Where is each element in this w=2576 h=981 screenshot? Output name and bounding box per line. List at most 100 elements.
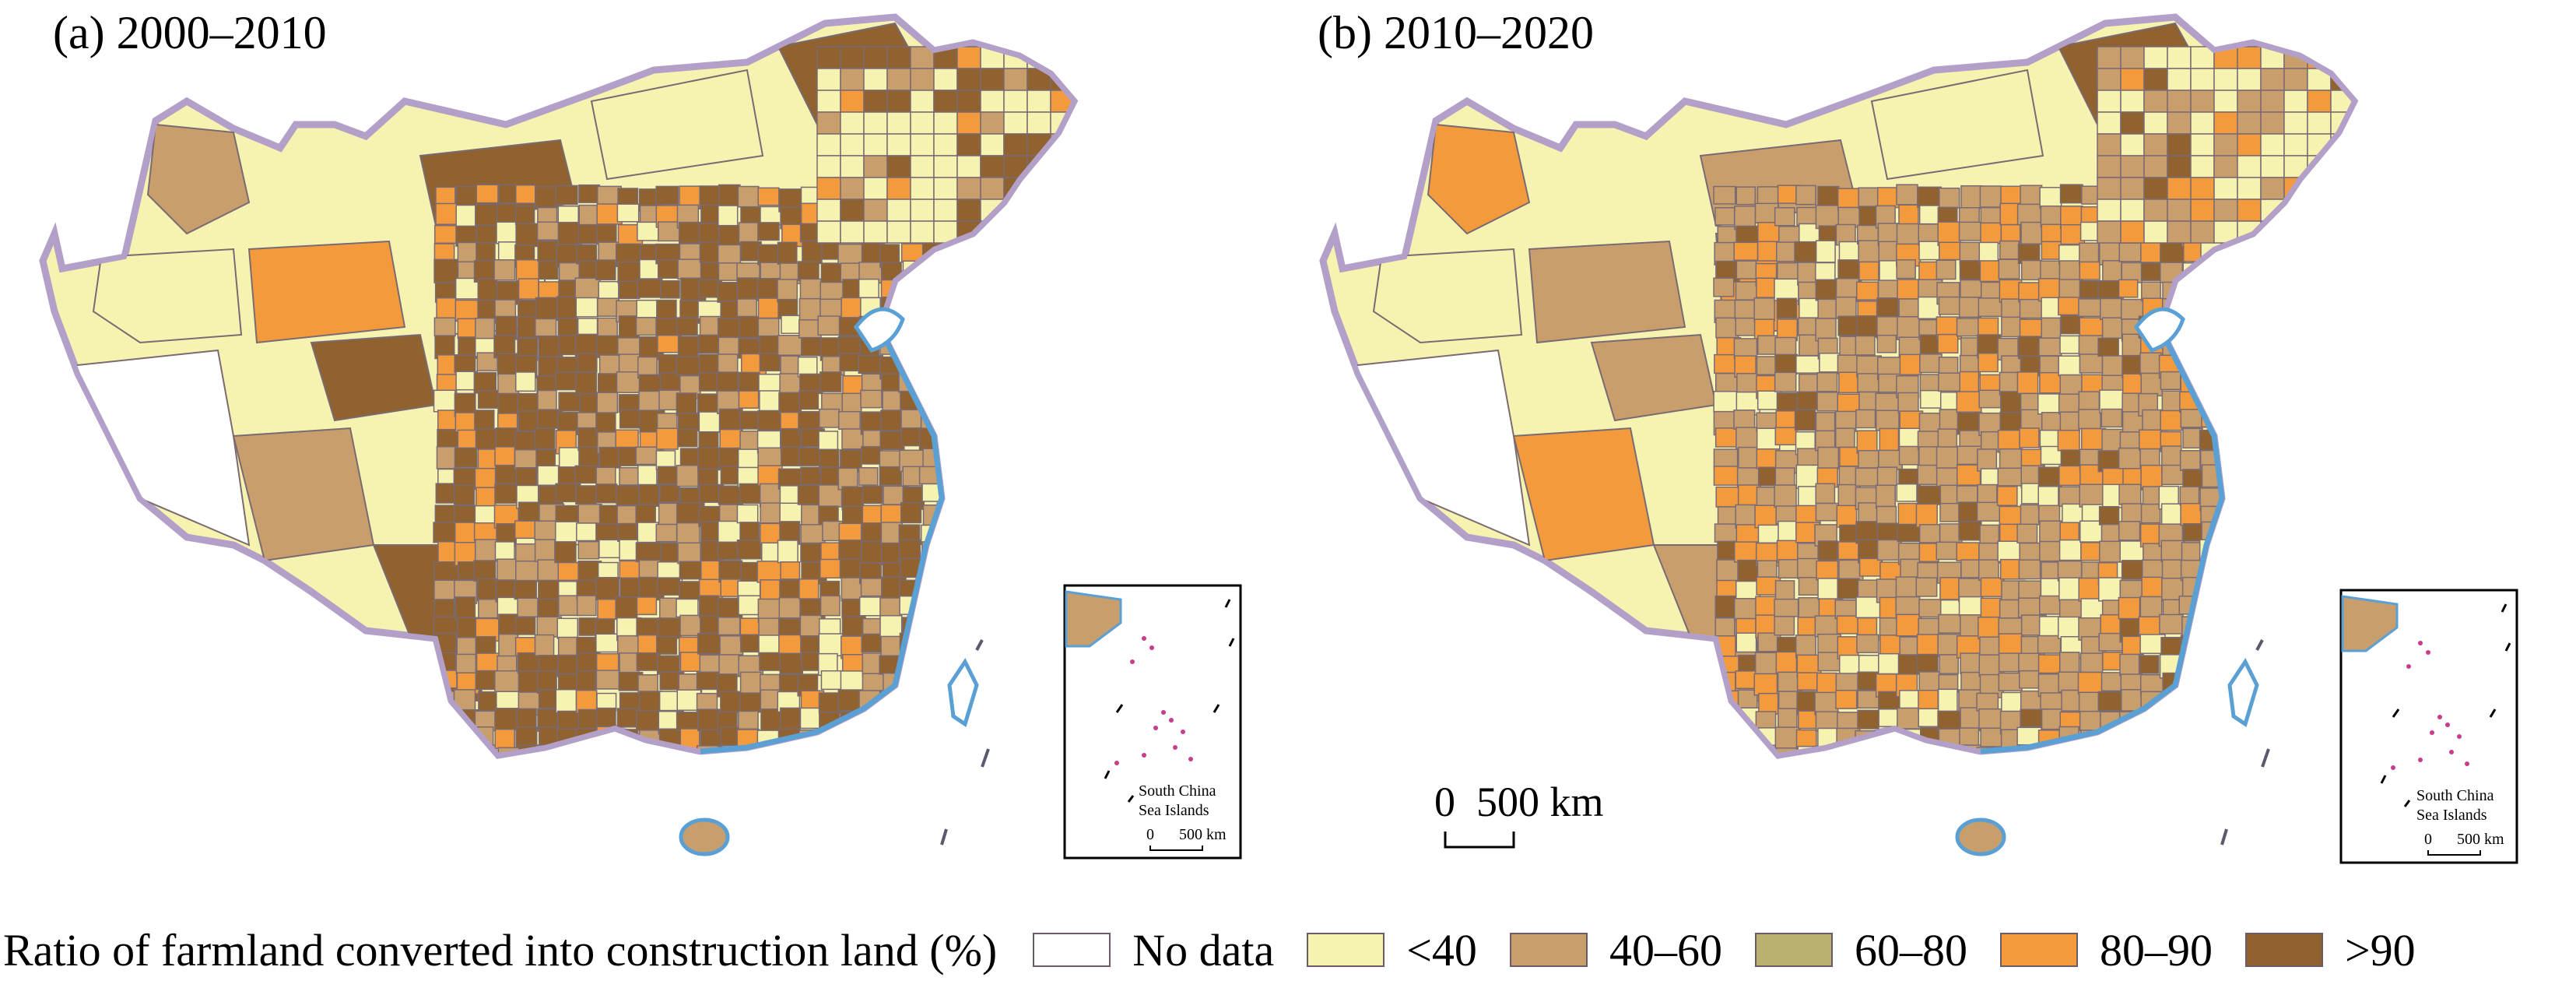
county-region — [1050, 155, 1074, 178]
county-region — [1774, 427, 1798, 446]
county-region — [1937, 688, 1958, 712]
county-region — [1027, 177, 1051, 200]
county-region — [956, 90, 981, 113]
county-region — [2139, 352, 2162, 376]
county-region — [2202, 374, 2225, 394]
county-region — [956, 177, 981, 200]
county-region — [1796, 391, 1818, 410]
county-region — [2199, 353, 2221, 376]
county-region — [963, 558, 988, 579]
county-region — [886, 133, 911, 156]
county-region — [921, 561, 943, 586]
county-region — [2167, 155, 2192, 178]
county-region — [1836, 748, 1861, 755]
county-region — [1815, 412, 1836, 434]
county-region — [921, 710, 948, 730]
county-region — [2222, 357, 2244, 379]
county-region — [980, 133, 1005, 156]
county-region — [2167, 199, 2192, 222]
county-region — [2059, 411, 2080, 433]
county-region — [1939, 187, 1960, 209]
county-region — [577, 708, 599, 730]
county-region — [2018, 652, 2041, 673]
county-region — [2237, 155, 2262, 178]
county-region — [1895, 747, 1919, 755]
county-region — [657, 466, 679, 485]
county-region — [1999, 240, 2020, 260]
county-region — [676, 317, 698, 336]
county-region — [2237, 199, 2262, 222]
county-region — [739, 692, 765, 713]
county-region — [2118, 521, 2141, 541]
county-region — [921, 690, 944, 714]
legend-swatch-40-60 — [1509, 933, 1588, 967]
county-region — [1816, 560, 1839, 581]
county-region — [959, 318, 985, 340]
county-region — [2201, 336, 2222, 361]
county-region — [817, 315, 841, 336]
inset-scale-value: 500 km — [2457, 831, 2504, 848]
county-region — [1956, 542, 1980, 562]
county-region — [473, 371, 497, 394]
county-region — [454, 596, 476, 621]
county-region — [2079, 261, 2100, 280]
county-region — [2307, 177, 2332, 200]
county-region — [595, 670, 620, 690]
county-region — [1735, 225, 1760, 244]
scale-bar-zero: 0 — [1434, 779, 1455, 825]
county-region — [2040, 692, 2065, 712]
county-region — [596, 223, 617, 245]
county-region — [578, 204, 599, 228]
county-region — [1998, 258, 2020, 280]
county-region — [2260, 155, 2285, 178]
county-region — [2180, 747, 2203, 755]
county-region — [956, 46, 981, 69]
county-region — [1050, 199, 1074, 222]
county-region — [2241, 617, 2265, 640]
county-region — [576, 595, 597, 617]
county-region — [799, 707, 822, 730]
county-region — [2190, 155, 2215, 178]
county-region — [2016, 203, 2042, 226]
county-region — [1003, 90, 1028, 113]
county-region — [2120, 155, 2145, 178]
county-region — [821, 729, 843, 750]
county-region — [2223, 504, 2244, 524]
county-region — [939, 652, 962, 671]
county-region — [677, 258, 704, 280]
county-region — [2237, 133, 2262, 156]
county-region — [840, 111, 865, 135]
county-region — [840, 199, 865, 222]
county-region — [2221, 730, 2244, 753]
county-region — [2202, 652, 2226, 673]
county-region — [2237, 111, 2262, 135]
county-region — [2016, 726, 2042, 746]
county-region — [1838, 466, 1859, 487]
county-region — [1003, 111, 1028, 135]
county-region — [1794, 409, 1816, 431]
county-region — [2120, 177, 2145, 200]
county-region — [863, 199, 888, 222]
county-region — [2223, 318, 2247, 338]
county-region — [1713, 466, 1739, 486]
county-region — [886, 46, 911, 69]
county-region — [837, 410, 861, 431]
county-region — [940, 336, 964, 360]
county-region — [494, 708, 520, 730]
county-region — [2058, 652, 2080, 675]
county-region — [2041, 241, 2062, 260]
county-region — [2223, 596, 2248, 620]
county-region — [2200, 580, 2223, 600]
county-region — [2199, 748, 2223, 755]
county-region — [2097, 337, 2119, 357]
county-region — [1856, 634, 1879, 653]
county-region — [1915, 503, 1938, 528]
county-region — [1979, 636, 2000, 656]
county-region — [2160, 371, 2181, 390]
county-region — [656, 427, 679, 450]
county-region — [879, 466, 902, 486]
county-region — [2161, 445, 2182, 469]
county-region — [2019, 427, 2040, 448]
county-region — [1003, 220, 1028, 244]
county-region — [2078, 409, 2101, 430]
